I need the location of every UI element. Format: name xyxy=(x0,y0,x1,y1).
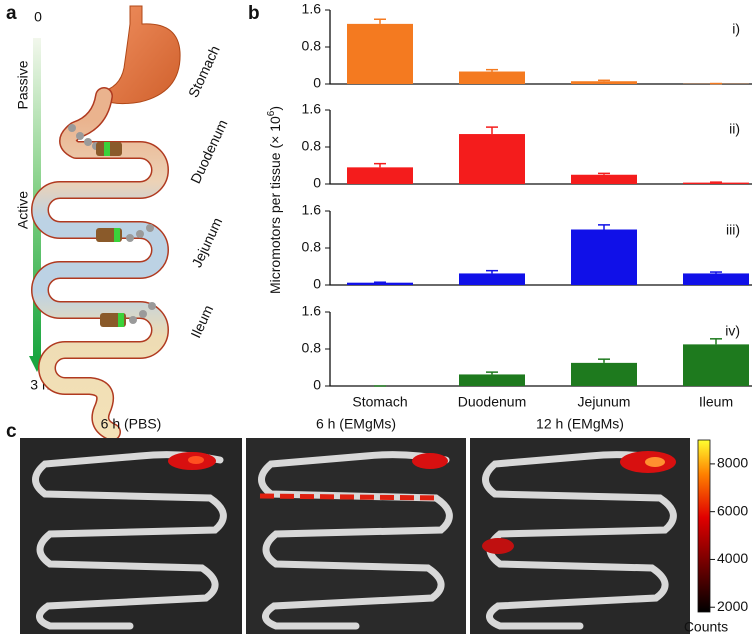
y-tick-label: 0 xyxy=(313,175,321,191)
y-tick-label: 0.8 xyxy=(302,138,322,154)
chart-label: i) xyxy=(732,21,740,37)
colorbar-label: Counts xyxy=(684,619,728,635)
image-title: 12 h (EMgMs) xyxy=(536,416,624,432)
y-tick-label: 0 xyxy=(313,377,321,393)
y-axis-label: Micromotors per tissue (× 106) xyxy=(266,106,283,294)
bar xyxy=(459,273,525,285)
x-tick-label: Jejunum xyxy=(578,394,631,410)
y-tick-label: 0 xyxy=(313,276,321,292)
bar xyxy=(347,23,413,84)
y-axis-label-text: Micromotors per tissue (× 10 xyxy=(267,116,283,294)
colorbar-tick-label: 4000 xyxy=(717,550,748,566)
bar xyxy=(683,344,749,386)
chart-label: iv) xyxy=(725,323,740,339)
fluorescence-images xyxy=(20,438,690,634)
organ-label: Jejunum xyxy=(188,215,225,270)
image-title: 6 h (EMgMs) xyxy=(316,416,396,432)
capsules xyxy=(96,142,126,327)
y-tick-label: 0.8 xyxy=(302,340,322,356)
stomach xyxy=(99,5,181,105)
y-tick-label: 1.6 xyxy=(302,101,322,117)
colorbar-tick-label: 2000 xyxy=(717,598,748,614)
organ-label: Stomach xyxy=(185,43,223,100)
chart-label: iii) xyxy=(726,222,740,238)
x-tick-label: Duodenum xyxy=(458,394,527,410)
y-tick-label: 1.6 xyxy=(302,202,322,218)
y-tick-label: 0.8 xyxy=(302,239,322,255)
bar xyxy=(683,182,749,184)
organ-label: Duodenum xyxy=(187,117,230,186)
bar xyxy=(459,374,525,386)
x-tick-label: Stomach xyxy=(352,394,407,410)
colorbar xyxy=(697,439,711,613)
panel-label: a xyxy=(6,3,17,24)
image-title: 6 h (PBS) xyxy=(101,416,162,432)
colorbar-tick-label: 8000 xyxy=(717,455,748,471)
phase-label: Active xyxy=(15,191,31,229)
panel-label: c xyxy=(6,421,17,442)
time-start: 0 xyxy=(34,9,42,25)
bar xyxy=(459,134,525,184)
bar xyxy=(459,71,525,84)
phase-label: Passive xyxy=(15,60,31,109)
organ-label: Ileum xyxy=(187,303,216,341)
panel-label: b xyxy=(248,3,260,24)
bar xyxy=(571,362,637,386)
bar xyxy=(347,167,413,184)
y-tick-label: 0 xyxy=(313,75,321,91)
colorbar-tick-label: 6000 xyxy=(717,502,748,518)
bar xyxy=(571,229,637,285)
y-axis-label-exponent: 6 xyxy=(266,110,277,116)
y-tick-label: 1.6 xyxy=(302,1,322,17)
intestine xyxy=(31,87,169,441)
y-tick-label: 0.8 xyxy=(302,38,322,54)
bar xyxy=(571,174,637,184)
bar xyxy=(347,282,413,285)
y-tick-label: 1.6 xyxy=(302,303,322,319)
chart-label: ii) xyxy=(729,121,740,137)
bar xyxy=(571,81,637,84)
bar xyxy=(683,273,749,285)
y-axis-label-end: ) xyxy=(267,106,283,111)
x-tick-label: Ileum xyxy=(699,394,733,410)
